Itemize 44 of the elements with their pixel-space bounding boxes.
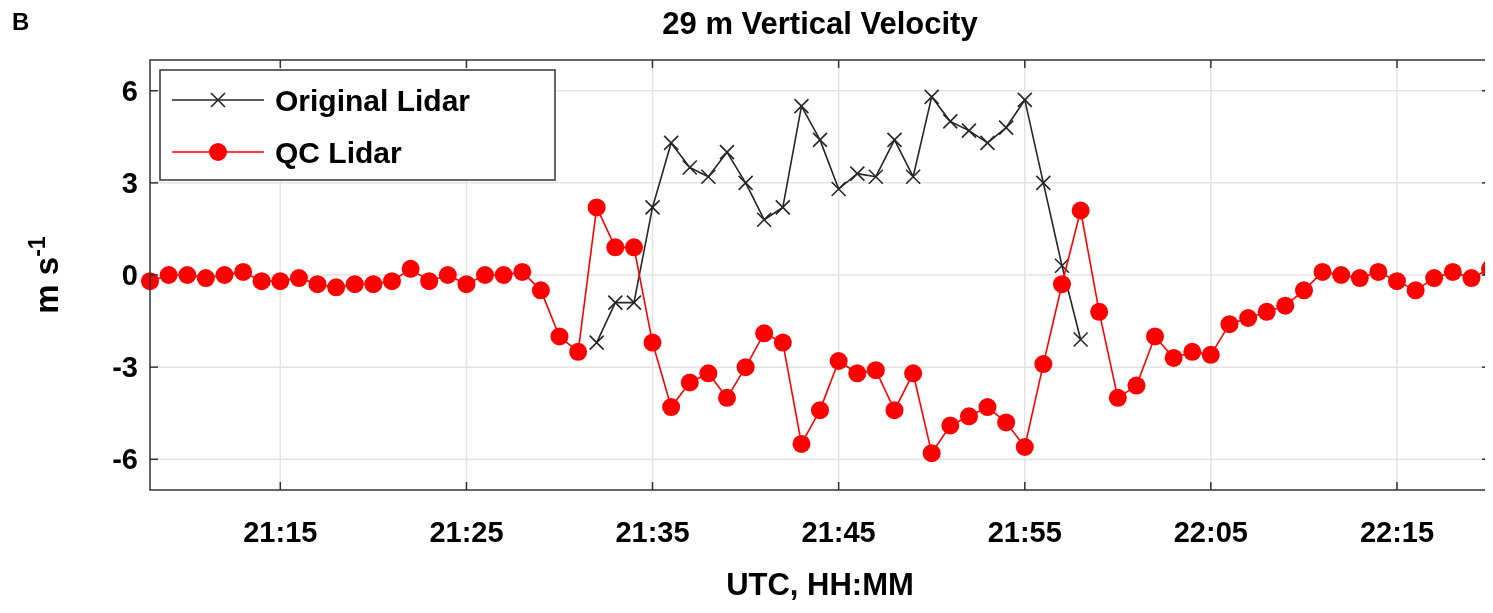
x-tick-label: 21:25 (429, 516, 504, 548)
chart-title: 29 m Vertical Velocity (662, 6, 979, 41)
point (830, 181, 847, 197)
point (663, 135, 679, 151)
point (588, 334, 605, 351)
point (961, 122, 977, 139)
point (905, 168, 921, 185)
point (607, 294, 624, 311)
point (719, 144, 735, 160)
point (775, 199, 791, 216)
point (942, 113, 959, 130)
text: B (12, 8, 30, 35)
x-tick-label: 22:05 (1173, 516, 1248, 548)
point (793, 98, 810, 114)
y-tick-label: 0 (121, 259, 138, 291)
point (923, 89, 940, 105)
point (737, 175, 754, 191)
x-tick-label: 21:55 (987, 516, 1062, 548)
point (812, 132, 828, 148)
x-axis-title: UTC, HH:MM (726, 567, 914, 602)
point (1054, 257, 1070, 274)
point (644, 199, 661, 216)
point (979, 135, 996, 151)
y-tick-label: -3 (112, 351, 138, 384)
point (1072, 331, 1089, 348)
x-tick-label: 22:15 (1359, 516, 1435, 548)
point (849, 165, 866, 182)
point (756, 211, 772, 228)
y-tick-label: 3 (121, 166, 138, 199)
x-tick-label: 21:35 (615, 516, 690, 548)
y-tick-label: 6 (121, 74, 138, 107)
legend-label: QC Lidar (275, 136, 402, 169)
point (1035, 175, 1052, 191)
point (626, 294, 642, 311)
x-tick-label: 21:15 (243, 516, 318, 548)
x-tick-label: 21:45 (801, 516, 876, 548)
point (1017, 92, 1033, 108)
point (682, 159, 698, 176)
point (700, 168, 717, 185)
legend-label: Original Lidar (275, 84, 471, 117)
point (868, 168, 884, 185)
y-tick-label: -6 (112, 443, 138, 476)
point (998, 119, 1014, 136)
point (886, 132, 903, 148)
